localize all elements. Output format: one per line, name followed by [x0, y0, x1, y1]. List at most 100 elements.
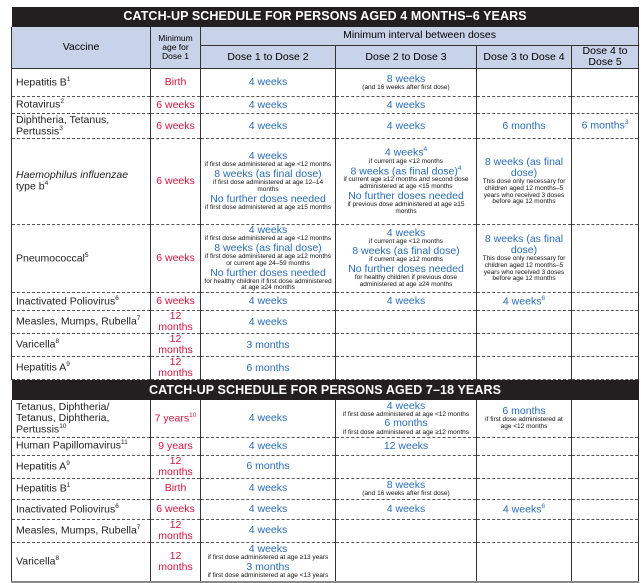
footnote-ref: 10 [59, 422, 67, 430]
interval-note: if first dose administered at age <12 mo… [338, 411, 474, 419]
vaccine-name: Varicella8 [11, 542, 151, 583]
interval-note: if first dose administered at age <12 mo… [479, 416, 569, 431]
section-title-row: CATCH-UP SCHEDULE FOR PERSONS AGED 7–18 … [11, 379, 639, 401]
vaccine-name: Human Papillomavirus11 [11, 437, 151, 456]
min-age: 6 weeks [150, 138, 201, 226]
vaccine-name: Inactivated Poliovirus6 [11, 292, 151, 312]
vaccine-name-text: Hepatitis B [16, 76, 67, 89]
min-age: 6 weeks [150, 224, 201, 294]
interval-cell: 4 weeks [200, 499, 336, 520]
footnote-ref: 7 [136, 524, 141, 532]
vaccine-name: Haemophilus influenzae type b4 [11, 138, 151, 226]
line-text: No further doses needed [348, 263, 464, 276]
interval-value: 8 weeks (as final dose)4 [338, 165, 474, 178]
interval-value: 4 weeks [338, 503, 474, 515]
interval-cell: 4 weeks [200, 68, 336, 98]
vaccine-name: Tetanus, Diphtheria/ Tetanus, Diphtheria… [11, 400, 151, 438]
footnote-ref: 4 [44, 180, 49, 188]
table-row: Human Papillomavirus11 9 years 4 weeks 12 w… [11, 437, 640, 456]
line-text: 6 months [246, 460, 290, 473]
interval-cell [570, 519, 640, 543]
vaccine-name-italic: Haemophilus influenzae [16, 169, 129, 182]
line-text: for healthy children if previous dose ad… [354, 274, 458, 288]
line-text: 4 weeks [386, 227, 426, 240]
interval-value: 4 weeks [203, 77, 333, 88]
catch-up-schedule-table: CATCH-UP SCHEDULE FOR PERSONS AGED 4 MON… [11, 7, 640, 583]
footnote-ref: 1 [66, 482, 71, 489]
vaccine-name: Hepatitis A9 [11, 356, 151, 381]
dose-interval-header: Dose 2 to Dose 3 [335, 45, 477, 70]
interval-value: 4 weeks [203, 412, 333, 424]
interval-value: 4 weeks [338, 228, 474, 239]
interval-note: if first dose administered at age 12–14 … [203, 179, 333, 194]
interval-value: 6 months3 [574, 119, 636, 132]
line-text: if current age <12 months [369, 157, 443, 165]
line-text: 8 weeks [386, 478, 426, 491]
interval-note: This dose only necessary for children ag… [479, 255, 569, 283]
footnote-ref: 8 [55, 338, 60, 346]
vaccine-name-text: Hepatitis A [16, 460, 67, 473]
interval-cell [476, 68, 572, 98]
line-text: 4 weeks [248, 224, 288, 237]
interval-cell: 4 weeks [200, 437, 336, 456]
line-text: 4 weeks [248, 119, 288, 132]
interval-note: if first dose administered at age ≥12 mo… [203, 253, 333, 268]
line-text: 6 months [384, 417, 428, 430]
line-text: 4 weeks [386, 295, 426, 308]
interval-cell: 4 weeks [335, 292, 477, 312]
line-text: 8 weeks (as final dose) [350, 165, 458, 178]
interval-value: 8 weeks (as final dose) [338, 246, 474, 257]
interval-cell [570, 224, 640, 294]
interval-note: if previous dose administered at age ≥15… [338, 200, 474, 216]
line-text: 3 months [246, 338, 290, 351]
min-age: 12 months [150, 334, 201, 358]
interval-cell: 4 weeks if current age <12 months 8 weeks … [335, 224, 477, 294]
interval-cell: 4 weeks [200, 519, 336, 543]
vaccine-header: Vaccine [11, 27, 151, 70]
interval-cell: 4 weeks if first dose administered at age… [200, 542, 336, 583]
vaccine-name-text: Inactivated Poliovirus [16, 295, 116, 308]
interval-note: if first dose administered at age <12 mo… [203, 235, 333, 243]
table-row: Inactivated Poliovirus6 6 weeks 4 weeks 4 w… [11, 292, 640, 312]
section-title: CATCH-UP SCHEDULE FOR PERSONS AGED 4 MON… [11, 7, 639, 27]
interval-note: if current age <12 months [338, 157, 474, 166]
vaccine-name-text: Hepatitis B [16, 482, 67, 495]
interval-cell [335, 356, 477, 381]
interval-cell: 4 weeks [200, 400, 336, 438]
interval-value: 6 months [338, 418, 474, 429]
min-age-text: 6 weeks [156, 295, 195, 308]
min-age-text: 9 years [158, 439, 193, 452]
table-row: Hepatitis A9 12 months 6 months [11, 356, 640, 381]
footnote-ref: 1 [66, 75, 71, 83]
interval-cell: 4 weeks [200, 478, 336, 500]
table-row: Varicella8 12 months 4 weeks if first dose … [11, 542, 640, 583]
line-text: 6 months [246, 361, 290, 374]
interval-value: No further doses needed [338, 264, 474, 275]
min-age-text: 12 months [158, 454, 193, 478]
vaccine-name-text: Hepatitis A [16, 361, 67, 374]
line-text: if previous dose administered at age ≥15… [347, 200, 465, 215]
line-text: 8 weeks (as final dose) [214, 241, 322, 254]
vaccine-name-text: Measles, Mumps, Rubella [16, 524, 137, 537]
interval-cell: 4 weeks [200, 113, 336, 140]
interval-value: 3 months [203, 338, 333, 351]
min-age: Birth [150, 68, 201, 98]
interval-cell [476, 455, 572, 479]
interval-value: 4 weeks [203, 440, 333, 452]
footnote-ref: 7 [136, 315, 141, 323]
table-row: Hepatitis A9 12 months 6 months [11, 454, 640, 479]
min-age-text: 12 months [158, 518, 193, 542]
interval-cell [335, 455, 477, 479]
min-age: 12 months [150, 311, 201, 335]
footnote-ref: 4 [423, 146, 428, 154]
interval-note: (and 16 weeks after first dose) [338, 490, 474, 498]
vaccine-name: Hepatitis B1 [11, 68, 151, 98]
interval-value: 8 weeks [338, 73, 474, 85]
interval-cell [476, 96, 572, 115]
min-age: 12 months [150, 357, 201, 381]
interval-cell: 4 weeks [200, 96, 336, 115]
line-text: 4 weeks [248, 98, 288, 111]
interval-cell [570, 356, 640, 381]
vaccine-name: Measles, Mumps, Rubella7 [11, 519, 151, 543]
interval-cell: 4 weeks6 [476, 499, 572, 520]
